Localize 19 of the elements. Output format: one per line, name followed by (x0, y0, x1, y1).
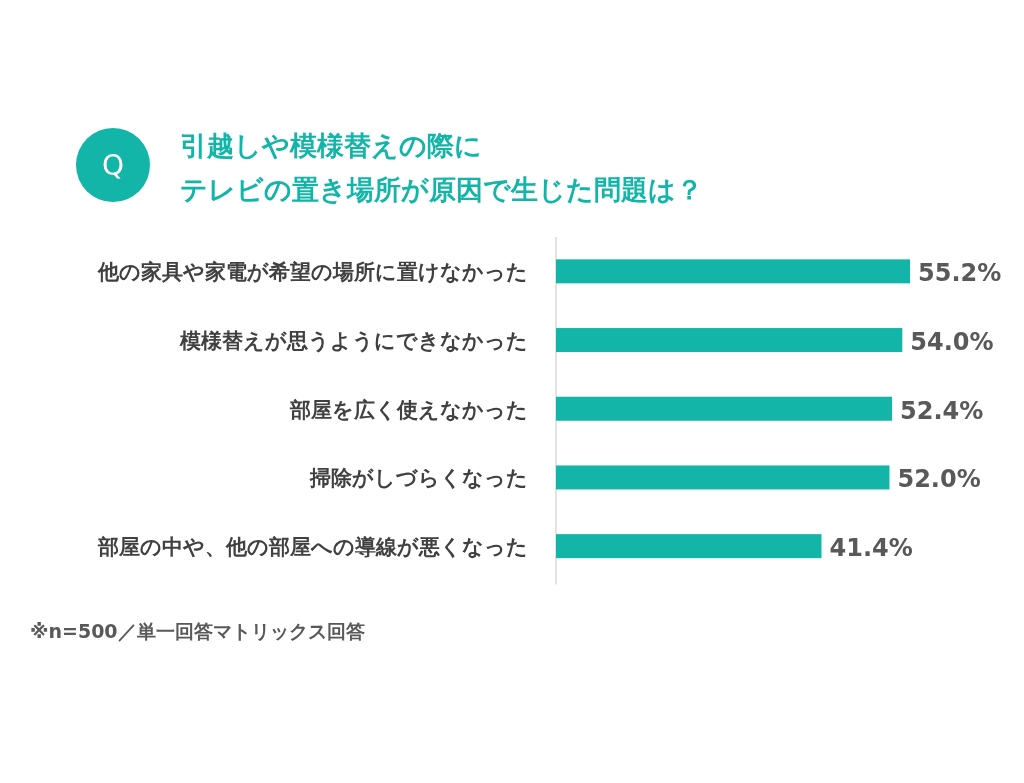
y-tick-label: 掃除がしづらくなった (309, 466, 528, 491)
data-label: 41.4% (829, 534, 913, 563)
data-label: 54.0% (910, 328, 994, 357)
bar (556, 328, 903, 353)
text: 引越しや模様替えの際に (180, 130, 482, 161)
bar (556, 259, 910, 284)
data-label: 52.0% (897, 465, 981, 494)
bar (556, 396, 893, 421)
data-label: 55.2% (918, 259, 1002, 288)
y-tick-label: 部屋を広く使えなかった (289, 397, 528, 422)
text: ※n=500／単一回答マトリックス回答 (30, 620, 365, 642)
chart-subtitle: テレビの置き場所が原因で生じた問題は？ (180, 174, 703, 205)
y-tick-label: 模様替えが思うようにできなかった (179, 329, 528, 354)
bar (556, 534, 822, 559)
y-tick-label: 部屋の中や、他の部屋への導線が悪くなった (97, 535, 528, 560)
data-label: 52.4% (900, 396, 984, 425)
y-tick-label: 他の家具や家電が希望の場所に置けなかった (97, 260, 528, 285)
text: Q (101, 149, 125, 182)
bar (556, 465, 890, 490)
